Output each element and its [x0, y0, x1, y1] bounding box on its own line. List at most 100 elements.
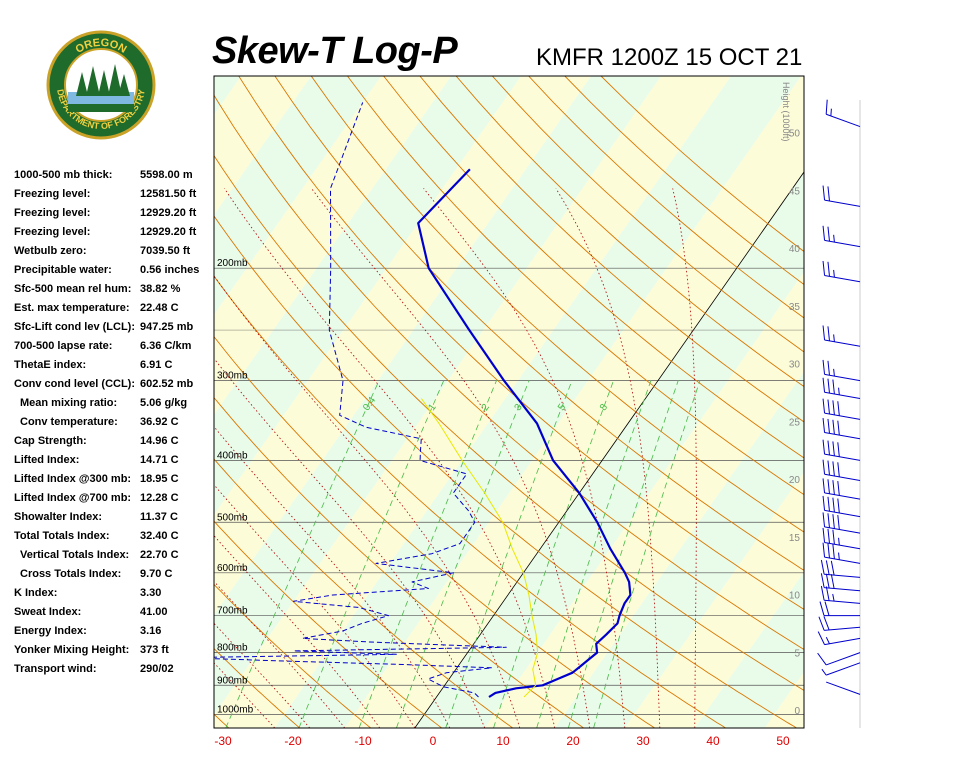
wind-barb-staff	[824, 599, 861, 604]
dry-adiabat	[214, 458, 513, 728]
wind-barb-flag	[827, 460, 830, 476]
wind-barb	[820, 585, 861, 604]
wind-barb-staff	[826, 681, 861, 695]
height-tick-label: 0	[794, 706, 800, 717]
wind-barb-half	[833, 368, 835, 377]
index-value: 12.28 C	[140, 492, 179, 504]
wind-barb-flag	[830, 574, 835, 589]
index-value: 373 ft	[140, 644, 169, 656]
wind-barb-staff	[824, 239, 861, 248]
wind-barb-flag	[837, 401, 840, 416]
wind-barb-flag	[822, 459, 826, 475]
index-label: Conv cond level (CCL):	[14, 378, 136, 390]
isobar-label: 800mb	[217, 643, 248, 654]
index-row: Sweat Index: 41.00	[14, 603, 214, 622]
index-label: Lifted Index:	[14, 454, 80, 466]
wind-barb-flag	[824, 601, 830, 616]
wind-barb-flag	[820, 573, 825, 588]
wind-barb-flag	[832, 529, 835, 545]
dry-adiabat	[455, 76, 804, 388]
moist-adiabat	[214, 622, 311, 728]
index-label: Showalter Index:	[14, 511, 103, 523]
index-row: Sfc-500 mean rel hum: 38.82 %	[14, 280, 214, 299]
logo-top-text: OREGON	[74, 37, 129, 56]
wind-barb	[822, 185, 861, 207]
wind-barb-flag	[827, 261, 830, 277]
wind-barb-staff	[824, 339, 861, 347]
wind-barb-staff	[824, 573, 861, 578]
wind-barb-flag	[819, 601, 825, 616]
dewpoint-profile	[214, 102, 507, 698]
wind-barb	[822, 542, 861, 564]
wind-barb-staff	[824, 587, 861, 592]
index-row: Sfc-Lift cond lev (LCL): 947.25 mb	[14, 318, 214, 337]
index-label: Cross Totals Index:	[20, 568, 122, 580]
mixing-ratio-label: 2	[480, 402, 492, 413]
wind-barb	[822, 225, 861, 248]
dry-adiabat	[347, 76, 804, 496]
mixing-ratio-line	[568, 380, 679, 728]
temperature-band	[344, 76, 804, 728]
index-value: 41.00	[140, 606, 168, 618]
wind-barb	[822, 439, 861, 461]
wind-barb-flag	[822, 478, 826, 493]
index-value: 32.40 C	[140, 530, 179, 542]
height-tick-label: 10	[789, 591, 801, 602]
wind-barb-staff	[824, 199, 861, 207]
index-label: ThetaE index:	[14, 359, 87, 371]
index-label: Freezing level:	[14, 226, 91, 238]
isobar-label: 400mb	[217, 450, 248, 461]
index-value: 5.06 g/kg	[140, 397, 188, 409]
index-value: 14.71 C	[140, 454, 179, 466]
wind-barb-flag	[827, 440, 830, 456]
x-tick-label: -30	[214, 734, 232, 748]
wind-barb	[818, 616, 861, 631]
svg-text:OREGON: OREGON	[74, 37, 129, 56]
wind-barb-flag	[825, 560, 830, 575]
wind-barb-flag	[822, 225, 826, 241]
index-row: 700-500 lapse rate: 6.36 C/km	[14, 337, 214, 356]
wind-barb	[817, 631, 861, 646]
wind-barb-flag	[832, 497, 835, 513]
wind-barb-flag	[837, 462, 840, 477]
wind-barb-half	[830, 108, 832, 116]
temperature-band	[835, 76, 960, 728]
moist-adiabat	[423, 188, 626, 728]
index-row: ThetaE index: 6.91 C	[14, 356, 214, 375]
wind-barb-flag	[832, 461, 835, 476]
index-row: Lifted Index @700 mb: 12.28 C	[14, 489, 214, 508]
wind-barb-staff	[824, 509, 861, 518]
wind-barb-flag	[830, 560, 835, 576]
chart-title: Skew-T Log-P	[212, 30, 458, 72]
index-value: 3.16	[140, 625, 162, 637]
index-row: Cross Totals Index: 9.70 C	[14, 565, 214, 584]
index-label: Conv temperature:	[20, 416, 118, 428]
index-label: Transport wind:	[14, 663, 97, 675]
oregon-department-of-forestry-logo: OREGON DEPARTMENT OF FORESTRY	[46, 30, 156, 140]
temperature-band	[274, 76, 802, 728]
index-label: Total Totals Index:	[14, 530, 110, 542]
wind-barb-half	[838, 387, 840, 395]
moist-adiabat	[214, 426, 451, 728]
wind-barb-staff	[824, 526, 861, 534]
isobar-label: 700mb	[217, 606, 248, 617]
dry-adiabat	[419, 76, 804, 423]
index-row: Yonker Mixing Height: 373 ft	[14, 641, 214, 660]
wind-barb-flag	[837, 420, 840, 436]
index-label: Est. max temperature:	[14, 302, 130, 314]
index-value: 6.91 C	[140, 359, 173, 371]
wind-barb	[822, 512, 861, 534]
wind-barb	[820, 573, 861, 592]
isobar-label: 300mb	[217, 371, 248, 382]
wind-barb-staff	[824, 492, 861, 500]
x-tick-label: 0	[430, 734, 437, 748]
index-label: Freezing level:	[14, 188, 91, 200]
height-tick-label: 20	[789, 475, 801, 486]
dry-adiabat	[214, 520, 442, 728]
index-label: Mean mixing ratio:	[20, 397, 118, 409]
wind-barb	[822, 325, 861, 347]
x-tick-label: 10	[496, 734, 510, 748]
wind-barb-flag	[837, 480, 840, 496]
wind-barb	[822, 359, 861, 382]
